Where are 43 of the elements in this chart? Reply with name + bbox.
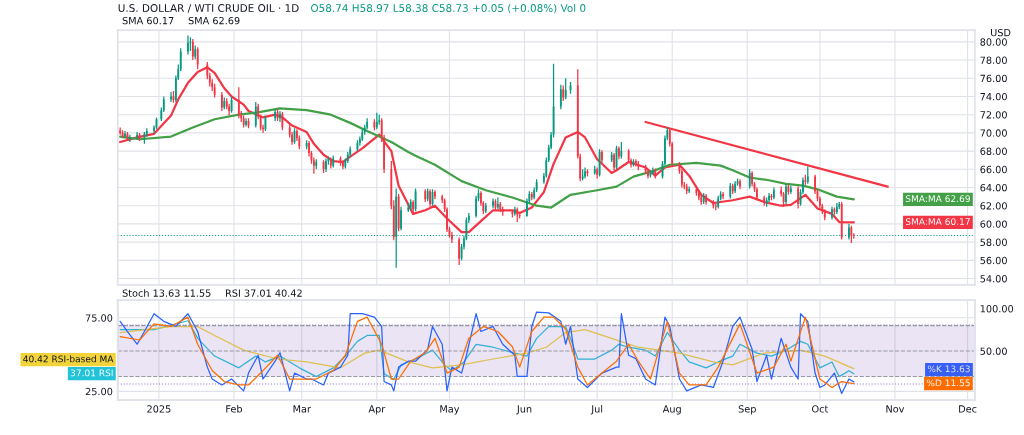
text: %K 13.63 bbox=[927, 365, 970, 373]
text: SMA 62.69 bbox=[188, 16, 240, 25]
y2-tick-label: 50.00 bbox=[980, 347, 1007, 355]
text: SMA:MA 60.17 bbox=[905, 218, 970, 225]
text: Stoch 13.63 11.55 bbox=[122, 289, 211, 297]
y-tick-label: 76.00 bbox=[980, 74, 1007, 83]
x-tick-label: Aug bbox=[662, 405, 681, 415]
y-tick-label: 68.00 bbox=[980, 147, 1007, 155]
text: 37.01 RSI bbox=[70, 369, 113, 377]
x-tick-label: Feb bbox=[226, 405, 243, 413]
x-tick-label: Nov bbox=[886, 405, 905, 413]
x-tick-label: Dec bbox=[959, 405, 977, 413]
x-tick-label: 2025 bbox=[147, 405, 171, 413]
y-tick-label: 74.00 bbox=[980, 92, 1007, 101]
y-tick-label: 66.00 bbox=[980, 165, 1007, 174]
x-tick-label: May bbox=[440, 405, 460, 415]
y-tick-label: 78.00 bbox=[980, 56, 1007, 64]
x-tick-label: Jun bbox=[516, 405, 532, 415]
y-tick-label: 64.00 bbox=[980, 183, 1007, 192]
y-tick-label: 60.00 bbox=[980, 220, 1007, 228]
text: 40.42 RSI-based MA bbox=[23, 355, 114, 363]
chart-title: U.S. DOLLAR / WTI CRUDE OIL · 1D bbox=[118, 4, 299, 13]
y-tick-label: 54.00 bbox=[980, 275, 1007, 283]
y-tick-label: 75.00 bbox=[85, 314, 113, 322]
y-tick-label: 56.00 bbox=[980, 256, 1007, 265]
y-tick-label: 58.00 bbox=[980, 238, 1007, 246]
text: %D 11.55 bbox=[926, 379, 970, 387]
y-tick-label: 62.00 bbox=[980, 202, 1007, 210]
x-tick-label: Sep bbox=[738, 405, 756, 415]
text: RSI 37.01 40.42 bbox=[226, 289, 302, 297]
y-tick-label: 72.00 bbox=[980, 111, 1007, 119]
x-tick-label: Oct bbox=[812, 405, 829, 413]
x-tick-label: Jul bbox=[590, 405, 603, 415]
text: SMA:MA 62.69 bbox=[905, 195, 970, 203]
x-tick-label: Mar bbox=[293, 405, 311, 413]
y-tick-label: 80.00 bbox=[980, 38, 1007, 46]
chart-subtitle: O58.74 H58.97 L58.38 C58.73 +0.05 (+0.08%) Vol 0 bbox=[311, 3, 586, 14]
x-tick-label: Apr bbox=[368, 405, 386, 415]
text: SMA 60.17 bbox=[122, 16, 174, 25]
y2-tick-label: 100.00 bbox=[980, 305, 1014, 313]
y-tick-label: 70.00 bbox=[980, 129, 1007, 137]
y-tick-label: 25.00 bbox=[85, 387, 113, 396]
y-axis-title: USD bbox=[991, 28, 1011, 37]
